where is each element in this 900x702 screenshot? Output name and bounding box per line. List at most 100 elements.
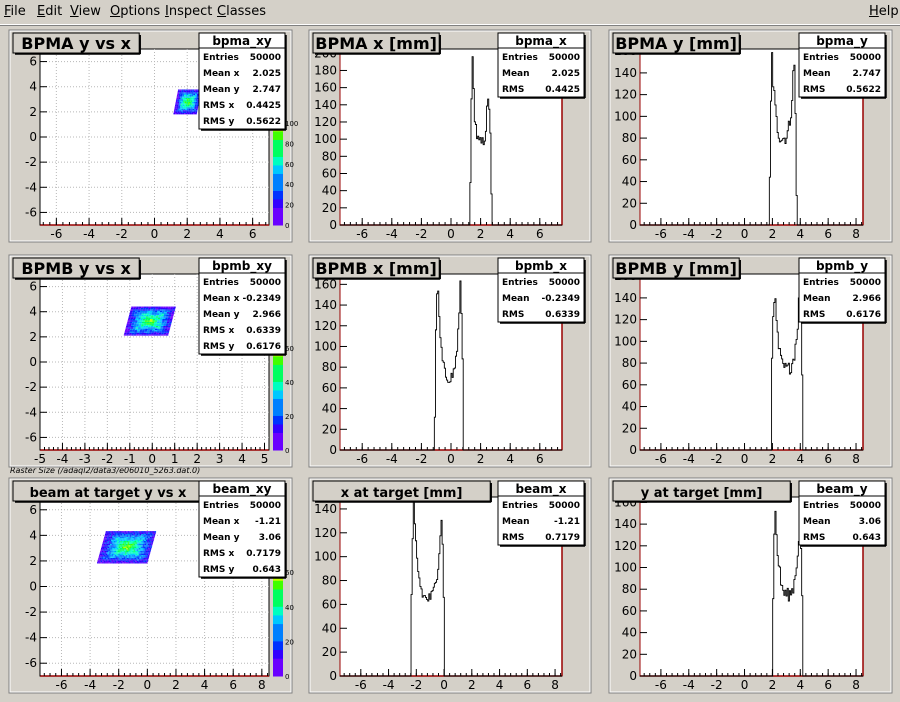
heatmap-cell: [115, 531, 117, 533]
heatmap-cell: [156, 312, 160, 314]
stats-key: Mean: [803, 69, 831, 79]
heatmap-cell: [145, 542, 147, 544]
heatmap-cell: [175, 101, 178, 104]
heatmap-cell: [116, 532, 118, 534]
heatmap-cell: [159, 331, 162, 333]
menu-options[interactable]: Options: [110, 4, 161, 19]
menu-help[interactable]: Help: [869, 4, 899, 19]
stats-key: Entries: [803, 278, 839, 288]
heatmap-cell: [143, 538, 145, 540]
x-tick-label: 6: [229, 678, 237, 692]
heatmap-cell: [127, 321, 130, 324]
heatmap-cell: [111, 545, 113, 547]
heatmap-cell: [144, 549, 147, 551]
heatmap-cell: [139, 557, 141, 560]
heatmap-cell: [143, 307, 146, 310]
heatmap-cell: [115, 559, 117, 561]
stats-key: Mean x: [203, 517, 240, 527]
menu-file[interactable]: File: [4, 4, 26, 19]
y-tick-label: 40: [322, 184, 337, 198]
y-tick-label: 40: [322, 402, 337, 416]
heatmap-cell: [170, 317, 173, 320]
heatmap-cell: [128, 533, 131, 536]
heatmap-cell: [110, 559, 113, 561]
heatmap-cell: [162, 310, 165, 313]
heatmap-cell: [112, 535, 114, 537]
heatmap-cell: [176, 106, 179, 108]
heatmap-cell: [194, 95, 197, 97]
heatmap-cell: [121, 542, 124, 544]
pad-bpmb_y[interactable]: -6-4-202468020406080100120140160BPMB y […: [608, 254, 893, 468]
heatmap-cell: [151, 531, 153, 533]
heatmap-cell: [142, 309, 146, 311]
heatmap-cell: [148, 546, 151, 549]
plot-title: x at target [mm]: [312, 480, 492, 503]
stats-key: Mean: [803, 294, 831, 304]
y-tick-label: 2: [29, 330, 37, 344]
heatmap-cell: [116, 542, 119, 544]
heatmap-cell: [101, 559, 103, 561]
menu-edit[interactable]: Edit: [37, 4, 63, 19]
heatmap-cell: [142, 319, 146, 321]
heatmap-cell: [147, 539, 150, 541]
y-tick-label: 80: [322, 574, 337, 588]
heatmap-cell: [147, 556, 150, 558]
heatmap-cell: [175, 112, 178, 115]
heatmap-cell: [137, 328, 141, 331]
heatmap-cell: [141, 542, 144, 544]
heatmap-cell: [143, 542, 146, 544]
heatmap-cell: [126, 557, 129, 560]
menu-inspect[interactable]: Inspect: [165, 4, 213, 19]
pad-beam_y[interactable]: -6-4-202468020406080100120140160y at tar…: [608, 477, 893, 694]
heatmap-cell: [151, 334, 154, 336]
heatmap-cell: [169, 312, 172, 314]
menu-view[interactable]: View: [70, 4, 101, 19]
heatmap-cell: [124, 553, 127, 556]
heatmap-cell: [163, 325, 166, 328]
root-canvas[interactable]: Raster Size (/adaql2/data3/e06010_5263.d…: [2, 27, 897, 698]
pad-bpma_x[interactable]: -6-4-20246020406080100120140160180200BPM…: [308, 29, 592, 243]
heatmap-cell: [135, 548, 138, 550]
heatmap-cell: [191, 110, 194, 112]
heatmap-cell: [191, 104, 194, 107]
heatmap-cell: [131, 540, 133, 543]
canvas-plots[interactable]: Raster Size (/adaql2/data3/e06010_5263.d…: [2, 27, 897, 698]
heatmap-cell: [144, 562, 146, 564]
heatmap-cell: [121, 540, 124, 543]
heatmap-cell: [149, 531, 152, 533]
stats-key: Entries: [502, 53, 538, 63]
heatmap-cell: [128, 532, 131, 534]
heatmap-cell: [193, 92, 196, 94]
heatmap-cell: [128, 327, 131, 329]
y-tick-label: 160: [314, 81, 337, 95]
heatmap-cell: [112, 545, 115, 547]
heatmap-cell: [147, 550, 150, 553]
heatmap-cell: [118, 535, 121, 537]
heatmap-cell: [138, 549, 140, 551]
heatmap-cell: [136, 546, 138, 549]
heatmap-cell: [156, 331, 160, 333]
heatmap-cell: [123, 548, 125, 550]
heatmap-cell: [145, 557, 148, 560]
heatmap-cell: [164, 321, 167, 324]
heatmap-cell: [144, 555, 147, 557]
heatmap-cell: [139, 556, 142, 558]
heatmap-cell: [144, 312, 148, 314]
heatmap-cell: [165, 309, 168, 311]
pad-bpma_y[interactable]: -6-4-202468020406080100120140160BPMA y […: [608, 29, 893, 243]
pad-border: [608, 477, 893, 694]
heatmap-cell: [112, 546, 114, 549]
heatmap-cell: [189, 103, 192, 105]
heatmap-cell: [111, 549, 114, 551]
heatmap-cell: [121, 532, 123, 534]
heatmap-cell: [134, 559, 136, 561]
menu-classes[interactable]: Classes: [217, 4, 266, 19]
heatmap-cell: [117, 535, 119, 537]
heatmap-cell: [171, 313, 174, 315]
y-tick-label: 160: [314, 277, 337, 291]
